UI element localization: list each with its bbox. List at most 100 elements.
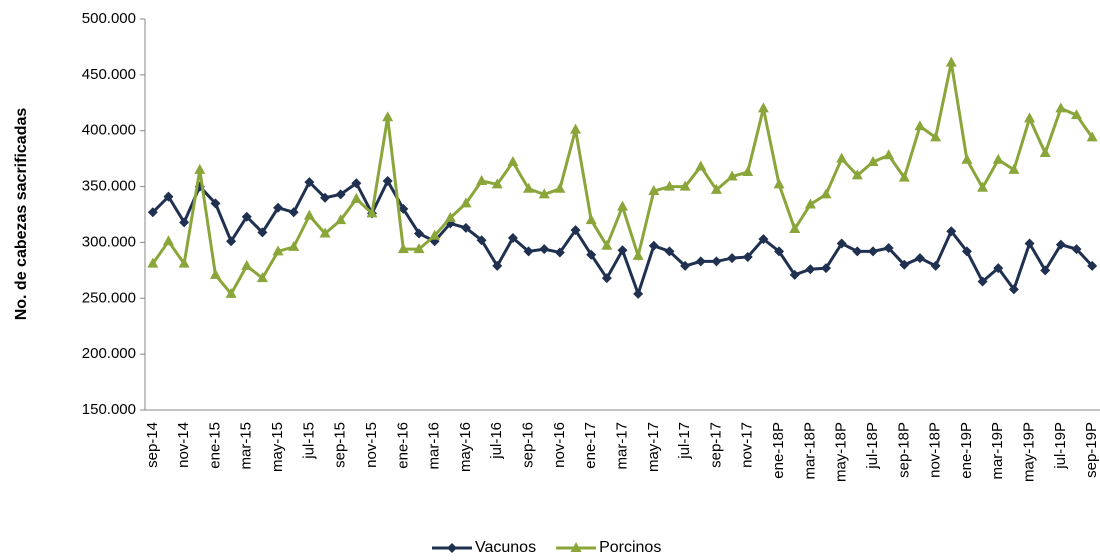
point xyxy=(397,243,409,254)
point xyxy=(805,264,816,275)
point xyxy=(585,214,597,225)
x-tick-label: may-17 xyxy=(645,422,662,472)
point xyxy=(539,244,550,255)
y-axis-label: No. de cabezas sacrificadas xyxy=(13,108,30,321)
x-tick-label: ene-18P xyxy=(770,422,787,479)
point xyxy=(617,245,628,256)
point xyxy=(444,211,456,222)
point xyxy=(1087,260,1098,271)
point xyxy=(570,225,581,236)
x-tick-label: sep-18P xyxy=(895,422,912,478)
point xyxy=(820,188,832,199)
point xyxy=(992,153,1004,164)
point xyxy=(726,170,738,181)
point xyxy=(335,214,347,225)
x-tick-label: nov-17 xyxy=(739,422,756,468)
point xyxy=(554,182,566,193)
x-tick-label: may-19P xyxy=(1021,422,1038,482)
point xyxy=(914,253,925,264)
point xyxy=(758,234,769,245)
legend-marker xyxy=(447,543,457,553)
point xyxy=(961,153,973,164)
point xyxy=(648,240,659,251)
point xyxy=(320,192,331,203)
point xyxy=(977,276,988,287)
x-tick-label: nov-16 xyxy=(551,422,568,468)
point xyxy=(1008,163,1020,174)
point xyxy=(679,180,691,191)
point xyxy=(946,226,957,237)
point xyxy=(225,287,237,298)
point xyxy=(476,235,487,246)
point xyxy=(836,238,847,249)
point xyxy=(695,160,707,171)
point xyxy=(570,123,582,134)
point xyxy=(711,256,722,267)
legend-label: Porcinos xyxy=(599,539,661,556)
point xyxy=(476,174,488,185)
x-tick-label: mar-18P xyxy=(801,422,818,480)
point xyxy=(413,243,425,254)
series-line xyxy=(151,62,1094,297)
point xyxy=(273,202,284,213)
point xyxy=(773,178,785,189)
x-tick-label: mar-15 xyxy=(238,422,255,470)
point xyxy=(288,240,300,251)
point xyxy=(648,185,660,196)
point xyxy=(899,259,910,270)
point xyxy=(507,155,519,166)
point xyxy=(288,207,299,218)
x-tick-label: mar-17 xyxy=(613,422,630,470)
point xyxy=(178,257,190,268)
point xyxy=(413,228,424,239)
point xyxy=(680,260,691,271)
point xyxy=(460,197,472,208)
point xyxy=(695,256,706,267)
point xyxy=(586,249,597,260)
y-tick-label: 400.000 xyxy=(82,122,136,139)
y-tick-label: 150.000 xyxy=(82,401,136,418)
point xyxy=(163,191,174,202)
point xyxy=(319,227,331,238)
point xyxy=(350,192,362,203)
point xyxy=(429,229,441,240)
point xyxy=(1039,147,1051,158)
point xyxy=(382,111,394,122)
point xyxy=(710,183,722,194)
point xyxy=(210,198,221,209)
point xyxy=(1040,265,1051,276)
y-tick-label: 200.000 xyxy=(82,345,136,362)
x-tick-label: sep-16 xyxy=(520,422,537,468)
legend-marker xyxy=(570,542,582,552)
point xyxy=(727,253,738,264)
point xyxy=(162,235,174,246)
y-tick-label: 500.000 xyxy=(82,10,136,27)
point xyxy=(1086,131,1098,142)
point xyxy=(1071,109,1083,120)
point xyxy=(945,56,957,67)
point xyxy=(226,236,237,247)
y-tick-label: 250.000 xyxy=(82,289,136,306)
legend-label: Vacunos xyxy=(475,539,536,556)
point xyxy=(898,171,910,182)
x-tick-label: sep-19P xyxy=(1083,422,1100,478)
point xyxy=(382,175,393,186)
point xyxy=(257,227,268,238)
x-tick-label: nov-15 xyxy=(363,422,380,468)
point xyxy=(554,247,565,258)
point xyxy=(366,207,378,218)
x-tick-label: nov-18P xyxy=(927,422,944,478)
point xyxy=(993,263,1004,274)
point xyxy=(194,163,206,174)
y-tick-label: 450.000 xyxy=(82,66,136,83)
point xyxy=(663,180,675,191)
point xyxy=(241,211,252,222)
x-tick-label: mar-16 xyxy=(426,422,443,470)
point xyxy=(633,288,644,299)
point xyxy=(304,177,315,188)
x-tick-label: mar-19P xyxy=(989,422,1006,480)
point xyxy=(460,222,471,233)
point xyxy=(914,120,926,131)
point xyxy=(398,203,409,214)
point xyxy=(601,239,613,250)
